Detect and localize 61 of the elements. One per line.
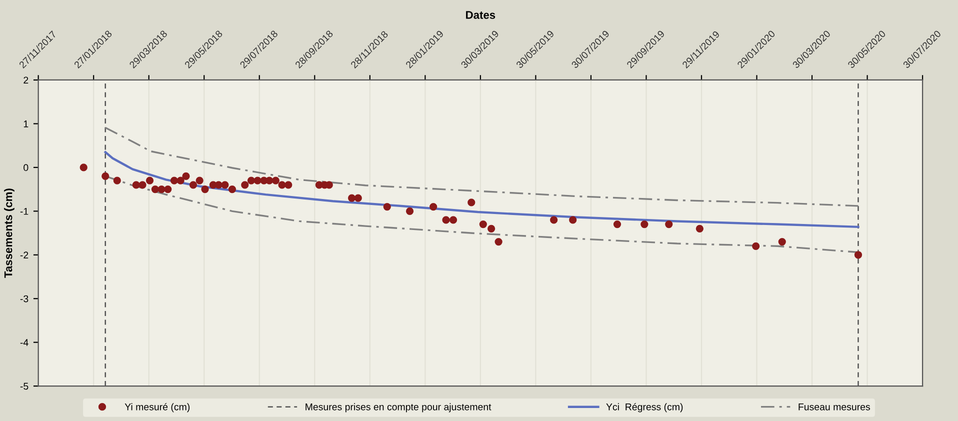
y-tick-label: -1 — [20, 208, 28, 215]
point — [854, 251, 862, 259]
point — [176, 176, 184, 184]
point — [170, 176, 178, 184]
point — [449, 216, 458, 224]
x-axis-title: Dates — [466, 11, 496, 19]
y-tick-label: 2 — [24, 76, 28, 84]
y-tick-label: 1 — [24, 120, 28, 128]
point — [278, 181, 286, 189]
point — [221, 181, 229, 189]
y-tick-label: -5 — [20, 382, 28, 390]
point — [196, 176, 204, 184]
point — [146, 176, 154, 184]
line-series — [104, 151, 860, 228]
legend-label: Mesures prises en compte pour ajustement — [306, 403, 492, 412]
y-tick-label: 0 — [24, 164, 28, 172]
y-axis-title: Tassements (cm) — [4, 188, 14, 278]
point — [696, 224, 704, 232]
point — [640, 220, 648, 228]
legend-label: Fuseau mesures — [798, 404, 870, 410]
point — [406, 207, 414, 215]
legend-label: Yci Régress (cm) — [606, 403, 683, 412]
point — [182, 172, 190, 180]
point — [102, 172, 110, 180]
point — [479, 220, 487, 228]
point — [164, 185, 172, 194]
point — [354, 194, 362, 202]
point — [132, 181, 140, 189]
point — [201, 185, 209, 194]
point — [247, 176, 256, 184]
point — [113, 176, 121, 184]
point — [189, 181, 198, 189]
point — [550, 216, 558, 224]
point — [665, 220, 673, 228]
point — [569, 216, 577, 224]
point — [752, 242, 760, 250]
point — [214, 181, 222, 189]
point — [158, 185, 166, 194]
y-tick-label: -3 — [20, 295, 28, 302]
point — [80, 164, 88, 172]
point — [430, 202, 438, 211]
point — [442, 216, 450, 224]
point — [254, 176, 262, 184]
point — [348, 194, 356, 202]
point — [266, 176, 274, 184]
point — [487, 224, 496, 232]
line-series — [104, 126, 860, 207]
point — [468, 198, 476, 206]
point — [383, 202, 391, 211]
point — [228, 185, 236, 194]
y-tick-label: -2 — [20, 252, 28, 258]
point — [151, 185, 160, 194]
point — [494, 238, 502, 246]
point — [284, 181, 292, 189]
point — [138, 181, 146, 189]
point — [613, 220, 622, 228]
point — [272, 176, 280, 184]
y-tick-label: -4 — [20, 339, 28, 346]
point — [241, 181, 249, 189]
point — [778, 238, 786, 246]
legend-label: Yi mesuré (cm) — [124, 403, 190, 412]
